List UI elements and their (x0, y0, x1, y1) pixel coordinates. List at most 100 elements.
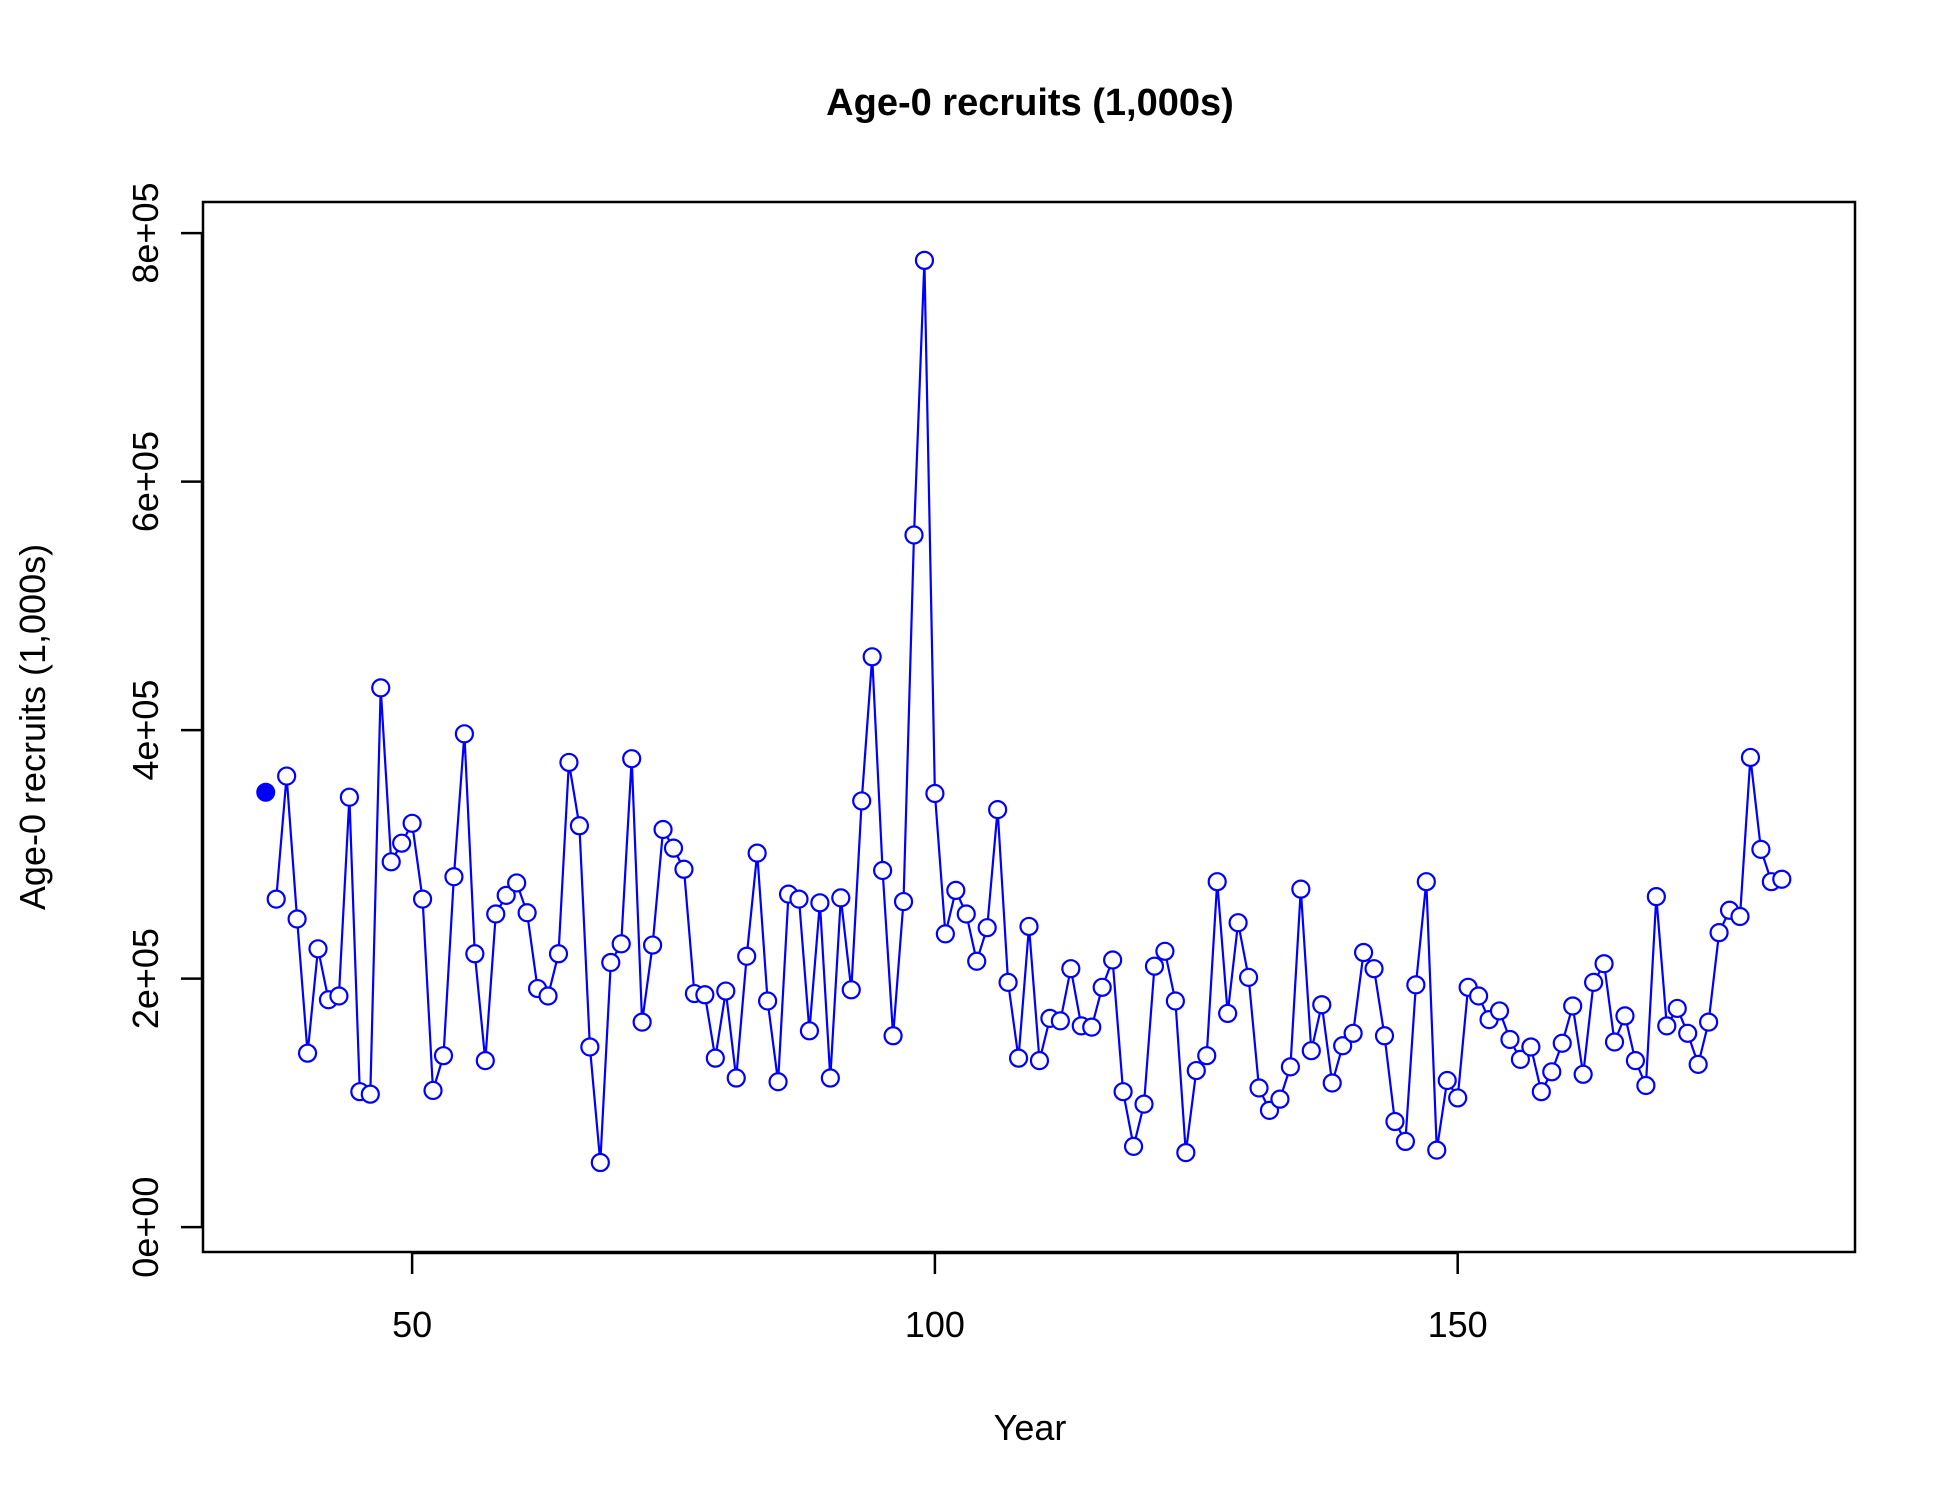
data-point (538, 986, 558, 1006)
data-point (433, 1046, 454, 1066)
data-point (1688, 1054, 1708, 1074)
data-point (1029, 1051, 1050, 1071)
data-point (1678, 1023, 1698, 1043)
data-point (1353, 942, 1374, 963)
data-point (1730, 906, 1750, 927)
data-point (810, 893, 830, 913)
data-point (1709, 923, 1729, 943)
data-point (1772, 869, 1792, 889)
data-point (590, 1152, 610, 1173)
data-point (831, 888, 851, 908)
data-point (423, 1080, 443, 1101)
data-point (1061, 959, 1081, 979)
data-point (789, 889, 809, 909)
x-axis-label: Year (994, 1407, 1067, 1448)
data-point (412, 889, 433, 909)
data-point (402, 813, 422, 833)
data-point (1176, 1142, 1196, 1163)
data-point (1270, 1089, 1290, 1109)
data-point (548, 944, 569, 964)
data-point (1008, 1048, 1029, 1068)
data-point (695, 985, 715, 1005)
data-point (925, 783, 945, 804)
x-axis: 50 100 150 (392, 1251, 1488, 1345)
data-point (1416, 872, 1436, 892)
data-point (1291, 879, 1311, 899)
data-point (1207, 872, 1227, 892)
data-point (1364, 959, 1384, 979)
data-point (1489, 1001, 1510, 1021)
data-point (737, 946, 757, 966)
data-point (1113, 1082, 1133, 1102)
data-point (1312, 995, 1332, 1015)
chart-title: Age-0 recruits (1,000s) (826, 82, 1234, 124)
data-point (956, 904, 976, 924)
data-point (747, 843, 767, 863)
data-point (1385, 1111, 1405, 1132)
data-point (475, 1051, 495, 1071)
y-tick-label: 4e+05 (125, 680, 166, 781)
data-point (799, 1021, 820, 1041)
data-point (611, 934, 631, 954)
data-point (632, 1012, 652, 1032)
data-point (559, 752, 579, 773)
data-point (663, 838, 684, 858)
data-point (622, 749, 642, 769)
data-point (1249, 1078, 1269, 1098)
data-point (1552, 1033, 1572, 1053)
data-point (1228, 913, 1248, 933)
data-point (904, 525, 924, 545)
data-point (381, 852, 401, 872)
data-point (580, 1037, 600, 1057)
data-point (1406, 975, 1426, 995)
data-point (517, 903, 537, 923)
x-tick-label: 150 (1428, 1304, 1488, 1345)
data-point (465, 944, 485, 964)
data-point (1343, 1023, 1363, 1043)
data-point (1751, 839, 1771, 859)
data-point (883, 1026, 903, 1046)
data-point (716, 981, 736, 1001)
data-point (569, 816, 590, 836)
y-tick-label: 6e+05 (125, 431, 166, 532)
data-point (1155, 941, 1175, 961)
data-point (287, 909, 307, 929)
data-point (1604, 1032, 1625, 1052)
series-layer (256, 250, 1792, 1173)
data-point (841, 980, 861, 1000)
data-point (1238, 967, 1259, 987)
data-point (1521, 1037, 1541, 1057)
data-point (1103, 950, 1123, 970)
data-point (1322, 1073, 1342, 1093)
data-point (1144, 956, 1165, 976)
data-point (1448, 1088, 1468, 1108)
data-point (360, 1084, 380, 1104)
data-point (674, 859, 694, 879)
data-point (998, 972, 1018, 992)
data-point (454, 724, 474, 744)
data-point (1615, 1006, 1635, 1026)
data-point (1646, 887, 1666, 907)
data-point (642, 935, 663, 955)
data-point (1500, 1029, 1520, 1050)
x-tick-label: 50 (392, 1304, 432, 1345)
data-point (1019, 916, 1039, 937)
data-point (820, 1068, 840, 1088)
data-point (1437, 1070, 1457, 1091)
data-point (1092, 977, 1112, 997)
data-point (1218, 1003, 1238, 1024)
data-point (1740, 747, 1761, 768)
y-tick-label: 2e+05 (125, 928, 166, 1029)
data-point (1395, 1131, 1416, 1152)
data-point (266, 889, 286, 909)
data-point (705, 1048, 725, 1068)
data-point (1280, 1057, 1300, 1077)
data-point (1667, 998, 1687, 1019)
data-point (1657, 1016, 1677, 1036)
data-point (1082, 1017, 1102, 1037)
data-point (1594, 954, 1614, 974)
y-tick-label: 8e+05 (125, 183, 166, 284)
data-point (601, 952, 621, 973)
data-point (486, 904, 506, 924)
data-point (297, 1043, 318, 1063)
